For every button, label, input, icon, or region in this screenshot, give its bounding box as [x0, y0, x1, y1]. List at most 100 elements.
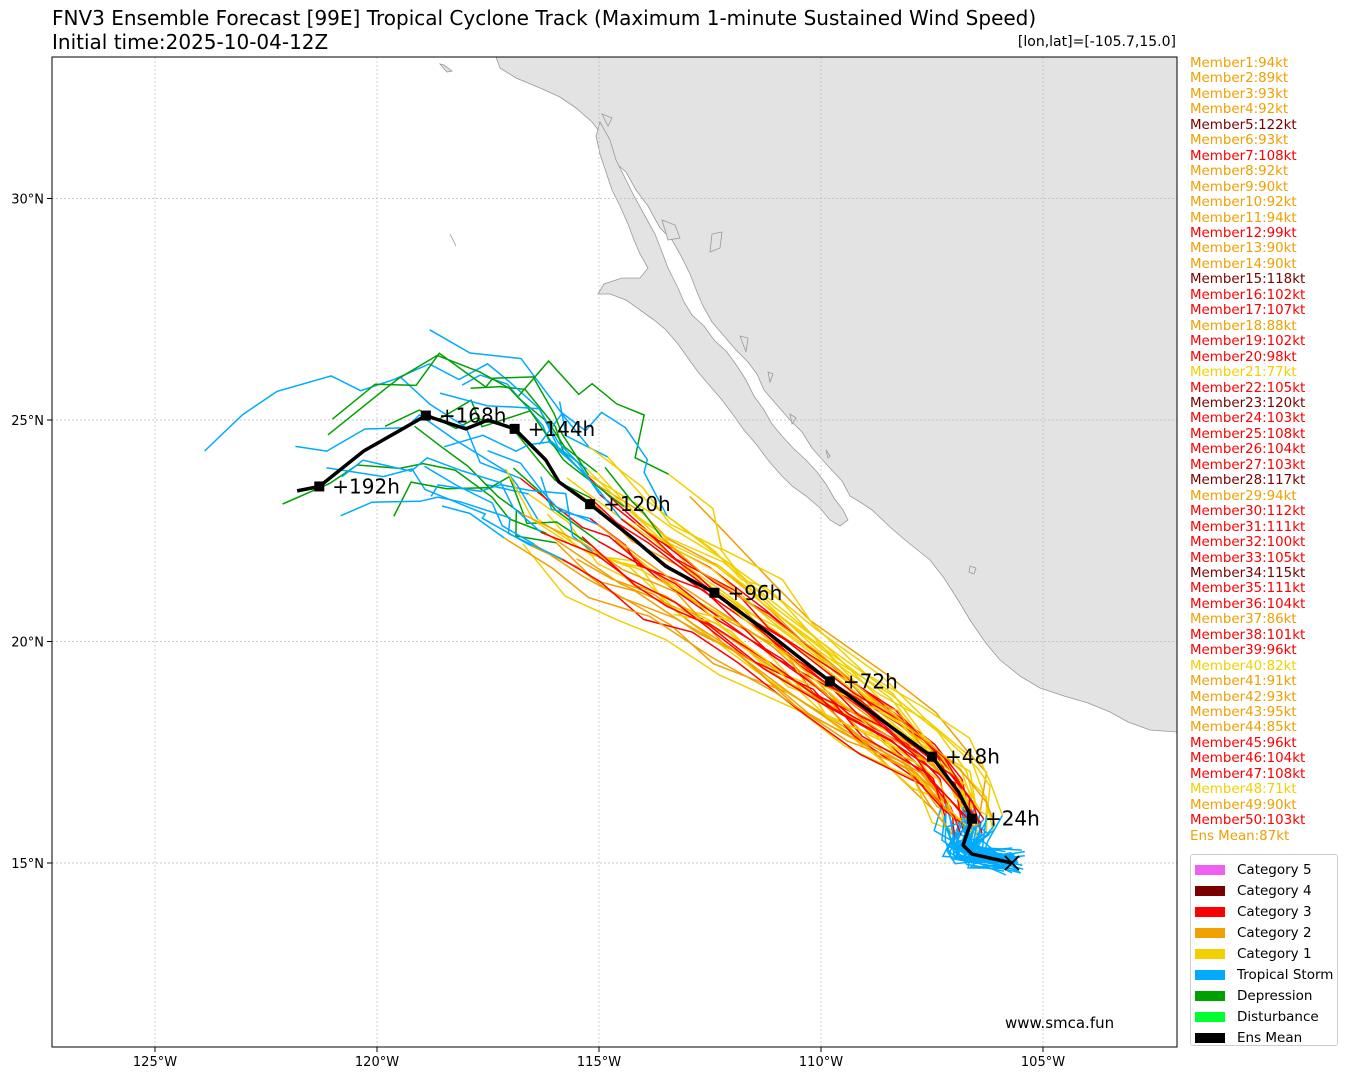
member-track-segment	[332, 352, 590, 476]
member-intensity-entry: Member39:96kt	[1190, 643, 1297, 659]
member-track-segment	[340, 496, 563, 560]
member-track-segment	[441, 505, 505, 539]
member-intensity-list: Member1:94kt Member2:89kt Member3:93kt Memb…	[1190, 56, 1349, 844]
axis-ticks: 125°W 120°W 115°W 110°W 105°W 15°N 20°N 25°N 30°…	[11, 193, 1065, 1071]
legend-swatch	[1195, 885, 1225, 896]
member-intensity-entry: Member23:120kt	[1190, 395, 1306, 411]
member-intensity-entry: Member35:111kt	[1190, 581, 1306, 597]
legend-item: Ens Mean	[1195, 1027, 1337, 1048]
member-intensity-entry: Member8:92kt	[1190, 164, 1289, 180]
member-track-segment	[414, 425, 522, 515]
mean-time-marker	[585, 499, 596, 510]
member-intensity-entry: Member28:117kt	[1190, 473, 1306, 489]
member-intensity-entry: Member26:104kt	[1190, 442, 1306, 458]
member-intensity-entry: Member14:90kt	[1190, 256, 1297, 272]
member-track-segment	[326, 466, 532, 547]
mean-time-label: +72h	[843, 669, 898, 693]
member-intensity-entry: Member30:112kt	[1190, 504, 1306, 520]
lat-tick-label: 30°N	[11, 193, 44, 208]
member-track-segment	[395, 362, 588, 470]
member-track-segment	[341, 456, 542, 533]
member-track-segment	[429, 329, 589, 447]
watermark: www.smca.fun	[1005, 1014, 1114, 1032]
member-track-segment	[515, 510, 557, 544]
member-intensity-entry: Member5:122kt	[1190, 117, 1297, 133]
member-track-segment	[518, 359, 669, 475]
member-intensity-entry: Member36:104kt	[1190, 596, 1306, 612]
mean-time-label: +120h	[603, 492, 671, 516]
member-intensity-entry: Member22:105kt	[1190, 380, 1306, 396]
member-intensity-entry: Ens Mean:87kt	[1190, 828, 1290, 844]
member-track-segment	[295, 413, 539, 520]
member-intensity-entry: Member2:89kt	[1190, 71, 1289, 87]
member-track-segment	[424, 465, 535, 545]
legend-label: Disturbance	[1237, 1008, 1319, 1025]
member-track-segment	[576, 558, 973, 820]
member-track-segment	[430, 483, 601, 559]
mean-time-label: +24h	[985, 807, 1040, 831]
mean-time-marker	[966, 813, 977, 824]
member-track-segment	[589, 517, 962, 835]
ensemble-mean-track: +24h +48h +72h +96h +120h +144h +168h +192h	[296, 404, 1040, 871]
member-intensity-entry: Member42:93kt	[1190, 689, 1297, 705]
category-legend: Category 5 Category 4 Category 3 Category 2…	[1190, 854, 1338, 1046]
member-track-segment	[668, 473, 1004, 816]
member-intensity-entry: Member31:111kt	[1190, 519, 1306, 535]
member-intensity-entry: Member11:94kt	[1190, 210, 1297, 226]
member-intensity-entry: Member44:85kt	[1190, 720, 1297, 736]
lon-tick-label: 115°W	[577, 1055, 621, 1070]
legend-label: Category 1	[1237, 945, 1312, 962]
member-intensity-entry: Member45:96kt	[1190, 735, 1297, 751]
legend-label: Depression	[1237, 987, 1313, 1004]
lat-tick-label: 20°N	[11, 636, 44, 651]
member-intensity-entry: Member16:102kt	[1190, 287, 1306, 303]
member-intensity-entry: Member34:115kt	[1190, 565, 1306, 581]
member-track-segment	[487, 449, 598, 526]
member-track-segment	[673, 613, 981, 840]
member-intensity-entry: Member41:91kt	[1190, 674, 1297, 690]
member-track-segment	[282, 462, 547, 534]
member-intensity-entry: Member9:90kt	[1190, 179, 1289, 195]
member-intensity-entry: Member46:104kt	[1190, 751, 1306, 767]
member-intensity-entry: Member3:93kt	[1190, 86, 1289, 102]
legend-item: Depression	[1195, 985, 1337, 1006]
lat-tick-label: 25°N	[11, 414, 44, 429]
legend-swatch	[1195, 1011, 1225, 1022]
mean-time-label: +96h	[727, 581, 782, 605]
member-intensity-entry: Member49:90kt	[1190, 797, 1297, 813]
member-intensity-entry: Member21:77kt	[1190, 365, 1297, 381]
member-track-segment	[537, 518, 968, 811]
lon-tick-label: 125°W	[133, 1055, 177, 1070]
lat-tick-label: 15°N	[11, 857, 44, 872]
member-intensity-entry: Member27:103kt	[1190, 457, 1306, 473]
land-baja-california	[595, 120, 849, 527]
member-track-segment	[588, 474, 977, 808]
mean-time-marker	[927, 751, 937, 762]
ens-mean-line	[296, 413, 1013, 865]
legend-label: Ens Mean	[1237, 1029, 1303, 1046]
mean-time-label: +192h	[332, 474, 400, 498]
member-intensity-entry: Member13:90kt	[1190, 241, 1297, 257]
legend-label: Tropical Storm	[1237, 966, 1334, 983]
chart-title: FNV3 Ensemble Forecast [99E] Tropical Cy…	[52, 6, 1037, 30]
genesis-x-marker	[1004, 855, 1020, 871]
mean-time-marker	[824, 676, 835, 687]
member-track-segment	[538, 411, 668, 517]
mean-time-label: +144h	[528, 417, 596, 441]
member-track-segment	[604, 466, 663, 538]
member-intensity-entry: Member40:82kt	[1190, 658, 1297, 674]
legend-item: Tropical Storm	[1195, 964, 1337, 985]
mean-time-marker	[709, 587, 720, 598]
member-intensity-entry: Member33:105kt	[1190, 550, 1306, 566]
member-intensity-entry: Member18:88kt	[1190, 318, 1297, 334]
legend-swatch	[1195, 948, 1225, 959]
legend-swatch	[1195, 1032, 1225, 1043]
legend-item: Disturbance	[1195, 1006, 1337, 1027]
member-track-segment	[522, 543, 959, 833]
mean-time-label: +168h	[439, 404, 507, 428]
legend-item: Category 2	[1195, 922, 1337, 943]
member-track-segment	[503, 537, 949, 829]
member-intensity-entry: Member43:95kt	[1190, 705, 1297, 721]
legend-label: Category 2	[1237, 924, 1312, 941]
mean-time-marker	[509, 423, 520, 434]
